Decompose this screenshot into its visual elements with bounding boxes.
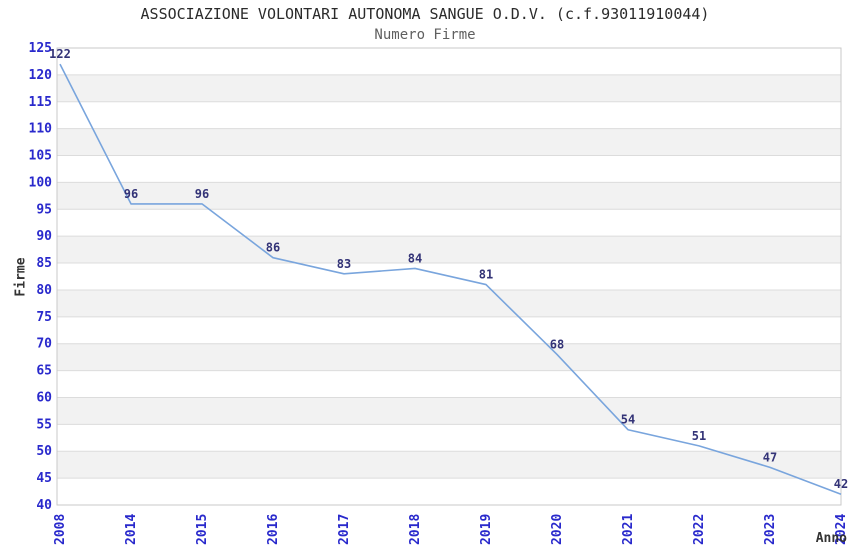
plot-band xyxy=(57,236,841,264)
plot-band xyxy=(57,74,841,102)
y-tick-label: 50 xyxy=(36,444,52,459)
y-tick-label: 65 xyxy=(36,364,52,379)
y-tick-label: 60 xyxy=(36,390,52,405)
plot-band xyxy=(57,343,841,371)
data-point-label: 47 xyxy=(763,450,777,464)
plot-border xyxy=(56,47,842,506)
data-point-label: 54 xyxy=(621,413,635,427)
x-tick-label: 2018 xyxy=(408,514,423,545)
x-tick-label: 2020 xyxy=(550,514,565,545)
x-axis-title: Anno xyxy=(815,531,847,546)
x-tick-label: 2019 xyxy=(479,514,494,545)
chart-subtitle: Numero Firme xyxy=(374,27,476,43)
y-tick-label: 45 xyxy=(36,471,52,486)
y-tick-label: 115 xyxy=(29,95,52,110)
data-line xyxy=(59,63,842,495)
y-tick-label: 75 xyxy=(36,310,52,325)
y-tick-label: 105 xyxy=(29,149,52,164)
x-tick-label: 2015 xyxy=(195,514,210,545)
data-point-label: 122 xyxy=(49,47,71,61)
data-point-label: 86 xyxy=(266,241,280,255)
y-tick-label: 125 xyxy=(29,41,52,56)
data-point-label: 51 xyxy=(692,429,706,443)
y-axis-title: Firme xyxy=(13,257,29,297)
x-tick-label: 2024 xyxy=(834,514,849,545)
y-tick-label: 120 xyxy=(29,68,53,83)
x-tick-label: 2021 xyxy=(621,514,636,545)
y-tick-label: 100 xyxy=(29,175,53,190)
x-tick-label: 2022 xyxy=(692,514,707,545)
y-tick-label: 70 xyxy=(36,337,52,352)
plot-band xyxy=(57,451,841,479)
x-tick-label: 2016 xyxy=(266,514,281,545)
y-tick-label: 110 xyxy=(29,122,53,137)
y-tick-label: 80 xyxy=(36,283,52,298)
y-tick-label: 40 xyxy=(36,498,52,513)
data-point-label: 96 xyxy=(124,187,138,201)
data-point-label: 96 xyxy=(195,187,209,201)
plot-band xyxy=(57,128,841,156)
y-tick-label: 95 xyxy=(36,202,52,217)
x-tick-label: 2008 xyxy=(53,514,68,545)
data-point-label: 68 xyxy=(550,337,564,351)
plot-band xyxy=(57,182,841,210)
y-tick-label: 90 xyxy=(36,229,52,244)
y-tick-label: 85 xyxy=(36,256,52,271)
x-tick-label: 2017 xyxy=(337,514,352,545)
plot-band xyxy=(57,397,841,425)
x-tick-label: 2014 xyxy=(124,514,139,545)
x-tick-label: 2023 xyxy=(763,514,778,545)
data-point-label: 81 xyxy=(479,268,493,282)
y-tick-label: 55 xyxy=(36,417,52,432)
data-point-label: 84 xyxy=(408,251,422,265)
data-point-label: 42 xyxy=(834,477,848,491)
plot-band xyxy=(57,289,841,317)
chart-title: ASSOCIAZIONE VOLONTARI AUTONOMA SANGUE O… xyxy=(140,5,710,23)
data-point-label: 83 xyxy=(337,257,351,271)
